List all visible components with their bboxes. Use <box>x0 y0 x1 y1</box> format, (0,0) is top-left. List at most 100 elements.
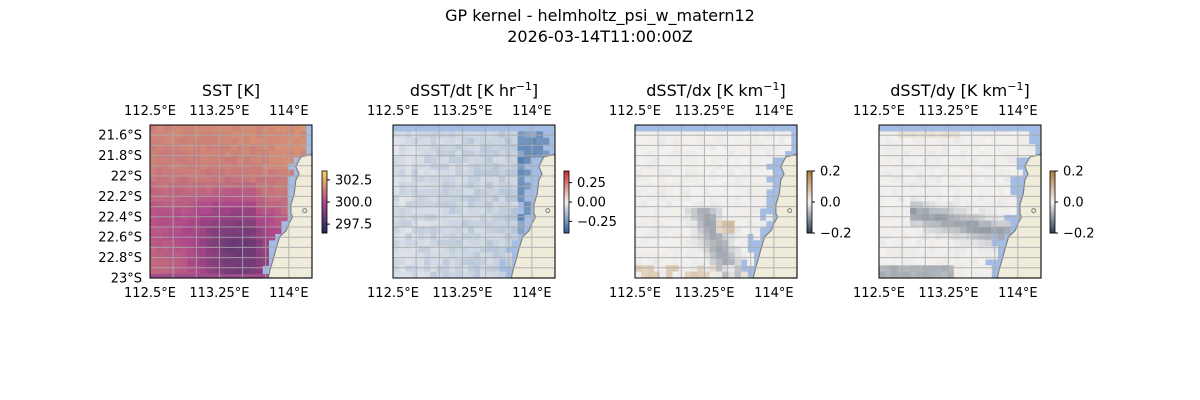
heatmap-cell <box>716 265 723 273</box>
heatmap-cell <box>212 137 220 145</box>
heatmap-cell <box>492 227 500 234</box>
heatmap-cell <box>672 137 680 145</box>
heatmap-cell <box>274 137 282 145</box>
heatmap-cell <box>635 220 642 228</box>
heatmap-cell <box>393 201 400 209</box>
colorbar-segment <box>564 225 569 228</box>
heatmap-cell <box>891 188 899 196</box>
heatmap-cell <box>430 246 438 254</box>
heatmap-cell <box>156 201 164 209</box>
heatmap-cell <box>436 137 444 145</box>
heatmap-cell <box>703 258 711 266</box>
heatmap-cell <box>947 150 955 158</box>
heatmap-cell <box>249 144 257 152</box>
heatmap-cell <box>411 150 419 158</box>
heatmap-cell <box>274 176 282 183</box>
heatmap-cell <box>885 169 893 177</box>
heatmap-cell <box>885 239 893 247</box>
heatmap-cell <box>678 144 686 152</box>
heatmap-cell <box>150 265 157 273</box>
heatmap-cell <box>709 239 717 247</box>
heatmap-cell <box>455 258 463 266</box>
heatmap-cell <box>922 220 930 228</box>
heatmap-cell <box>678 195 686 203</box>
heatmap-cell <box>697 201 705 209</box>
heatmap-cell <box>960 258 967 266</box>
heatmap-cell <box>891 195 899 203</box>
heatmap-cell <box>728 246 736 254</box>
heatmap-cell <box>1028 150 1036 158</box>
heatmap-cell <box>697 156 705 164</box>
heatmap-cell <box>181 265 188 273</box>
heatmap-cell <box>424 163 431 171</box>
heatmap-cell <box>635 214 642 222</box>
heatmap-cell <box>523 201 531 209</box>
heatmap-cell <box>274 125 282 132</box>
heatmap-cell <box>703 214 711 222</box>
heatmap-cell <box>728 214 736 222</box>
heatmap-cell <box>753 163 761 171</box>
colorbar-segment <box>322 222 327 225</box>
heatmap-cell <box>249 169 257 177</box>
heatmap-cell <box>150 227 157 234</box>
heatmap-cell <box>511 207 519 215</box>
heatmap-cell <box>879 214 886 222</box>
heatmap-cell <box>891 207 899 215</box>
heatmap-cell <box>897 214 905 222</box>
heatmap-cell <box>231 201 238 209</box>
heatmap-cell <box>480 246 488 254</box>
heatmap-cell <box>430 227 438 234</box>
heatmap-cell <box>417 137 425 145</box>
heatmap-cell <box>972 214 980 222</box>
heatmap-cell <box>910 265 917 273</box>
heatmap-cell <box>174 227 182 234</box>
colorbar-segment <box>322 175 327 178</box>
heatmap-cell <box>237 227 245 234</box>
heatmap-cell <box>953 195 961 203</box>
heatmap-cell <box>703 150 711 158</box>
heatmap-cell <box>960 265 967 273</box>
heatmap-cell <box>897 207 905 215</box>
heatmap-cell <box>647 156 655 164</box>
heatmap-cell <box>966 252 974 260</box>
heatmap-cell <box>659 176 667 183</box>
heatmap-cell <box>474 214 481 222</box>
heatmap-cell <box>461 195 469 203</box>
heatmap-cell <box>953 220 961 228</box>
heatmap-cell <box>984 252 992 260</box>
heatmap-cell <box>1009 201 1017 209</box>
heatmap-cell <box>684 144 692 152</box>
heatmap-cell <box>237 144 245 152</box>
heatmap-cell <box>716 188 723 196</box>
heatmap-cell <box>206 163 213 171</box>
heatmap-cell <box>953 214 961 222</box>
heatmap-cell <box>442 207 450 215</box>
heatmap-cell <box>430 214 438 222</box>
heatmap-cell <box>480 163 488 171</box>
colorbar-segment <box>807 223 812 226</box>
heatmap-cell <box>280 137 288 145</box>
colorbar-segment <box>564 172 569 175</box>
colorbar-segment <box>322 231 327 234</box>
heatmap-cell <box>430 156 438 164</box>
heatmap-cell <box>666 144 673 152</box>
heatmap-cell <box>879 246 886 254</box>
heatmap-cell <box>922 271 930 279</box>
heatmap-cell <box>224 258 232 266</box>
heatmap-cell <box>734 271 742 279</box>
heatmap-cell <box>268 214 276 222</box>
heatmap-cell <box>941 156 949 164</box>
heatmap-cell <box>903 188 911 196</box>
heatmap-cell <box>666 150 673 158</box>
heatmap-cell <box>474 220 481 228</box>
colorbar-segment <box>564 184 569 187</box>
colorbar-segment <box>807 202 812 205</box>
heatmap-cell <box>430 201 438 209</box>
heatmap-cell <box>150 274 272 278</box>
heatmap-cell <box>224 176 232 183</box>
heatmap-cell <box>697 246 705 254</box>
heatmap-cell <box>922 176 930 183</box>
heatmap-cell <box>255 239 263 247</box>
heatmap-cell <box>212 195 220 203</box>
heatmap-cell <box>935 258 942 266</box>
